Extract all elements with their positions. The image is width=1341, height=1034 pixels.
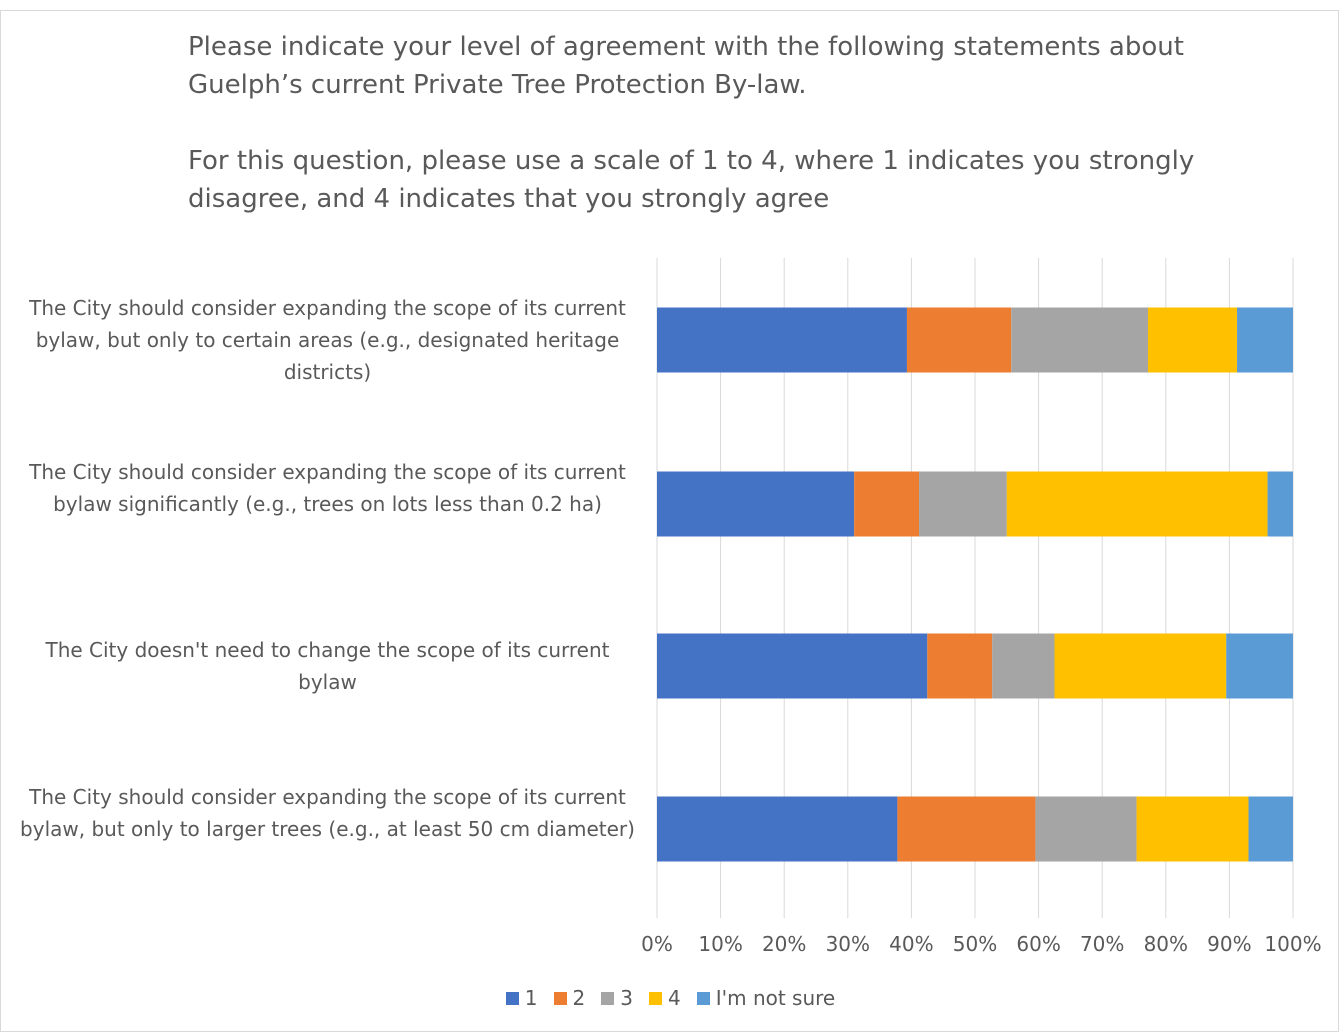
bar-segment (1147, 307, 1238, 373)
legend-label: 1 (524, 986, 538, 1010)
bar-segment (1226, 633, 1293, 699)
legend-label: 4 (667, 986, 681, 1010)
legend-item: I'm not sure (696, 986, 836, 1010)
x-tick-label: 70% (1079, 932, 1125, 956)
legend-swatch (601, 991, 615, 1005)
category-label: The City doesn't need to change the scop… (45, 638, 610, 694)
category-label: The City should consider expanding the s… (20, 785, 635, 841)
chart-title: Please indicate your level of agreement … (188, 32, 1195, 214)
bar-segment (854, 471, 920, 537)
bar-segment (657, 307, 907, 373)
legend-item: 4 (648, 986, 681, 1010)
x-tick-label: 40% (889, 932, 934, 956)
legend-item: 1 (505, 986, 538, 1010)
bar-segment (1006, 471, 1268, 537)
bar-segment (1237, 307, 1293, 373)
legend: 1 2 3 4 I'm not sure (0, 986, 1341, 1010)
bar-segment (1054, 633, 1227, 699)
x-tick-label: 0% (641, 932, 673, 956)
bar-segment (657, 471, 855, 537)
bar-segment (1267, 471, 1293, 537)
x-tick-label: 20% (761, 932, 807, 956)
legend-swatch (696, 991, 710, 1005)
bar-segment (897, 796, 1036, 862)
x-tick-label: 10% (698, 932, 743, 956)
category-label: The City should consider expanding the s… (29, 460, 626, 516)
legend-item: 3 (601, 986, 633, 1010)
bar-segment (919, 471, 1007, 537)
bar-segment (1035, 796, 1137, 862)
x-tick-label: 50% (952, 932, 998, 956)
chart-frame (0, 10, 1339, 1032)
x-tick-label: 90% (1207, 932, 1252, 956)
x-tick-label: 30% (825, 932, 871, 956)
category-label: The City should consider expanding the s… (29, 296, 626, 384)
bar-segment (992, 633, 1055, 699)
bar-segment (1136, 796, 1249, 862)
bar-segment (906, 307, 1012, 373)
bar-segment (1248, 796, 1293, 862)
x-tick-label: 80% (1143, 932, 1189, 956)
legend-item: 2 (553, 986, 586, 1010)
legend-swatch (648, 991, 662, 1005)
legend-label: I'm not sure (715, 986, 836, 1010)
legend-swatch (505, 991, 519, 1005)
legend-label: 2 (572, 986, 586, 1010)
bar-segment (657, 796, 898, 862)
x-tick-label: 60% (1016, 932, 1061, 956)
bar-segment (657, 633, 928, 699)
legend-label: 3 (620, 986, 633, 1010)
bar-segment (927, 633, 993, 699)
bar-segment (1011, 307, 1148, 373)
x-tick-label: 100% (1264, 932, 1322, 956)
legend-swatch (553, 991, 567, 1005)
